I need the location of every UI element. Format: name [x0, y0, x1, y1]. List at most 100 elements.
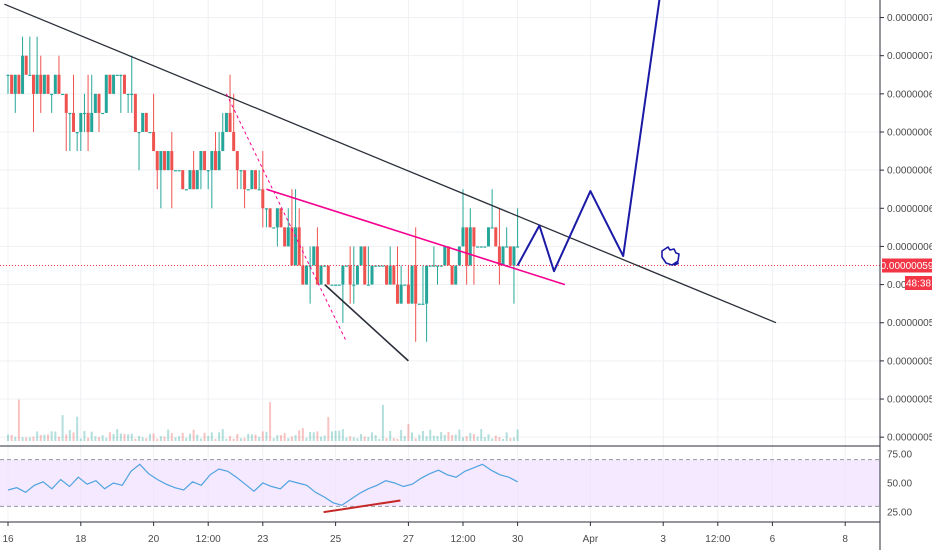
volume-bar: [396, 438, 399, 441]
candle-body: [119, 74, 123, 76]
volume-bar: [429, 429, 432, 441]
volume-bar: [189, 433, 191, 441]
candle-body: [443, 246, 447, 266]
candle-body: [465, 227, 469, 266]
candle-body: [436, 265, 440, 267]
candle-body: [312, 246, 316, 266]
volume-bar: [163, 436, 166, 441]
volume-bar: [374, 435, 377, 441]
volume-bar: [349, 436, 352, 441]
volume-bar: [378, 438, 381, 441]
volume-bar: [469, 432, 472, 441]
candle-body: [203, 151, 207, 171]
time-tick-label: Apr: [583, 534, 599, 545]
candle-body: [461, 227, 465, 247]
rsi-divergence-line[interactable]: [323, 499, 401, 514]
candle-body: [326, 265, 330, 285]
rsi-band: [0, 459, 880, 507]
rsi-axis[interactable]: 75.00 50.00 25.00: [887, 449, 912, 518]
candle-body: [323, 265, 327, 267]
volume-bar: [472, 434, 475, 441]
candle-body: [72, 112, 76, 132]
candle-body: [272, 227, 276, 229]
candle-body: [181, 170, 185, 190]
volume-bar: [272, 438, 275, 441]
volume-bar: [476, 436, 479, 441]
pink-channel-line[interactable]: [266, 188, 566, 286]
candle-body: [24, 55, 28, 75]
volume-bar: [134, 438, 137, 441]
candle-body: [64, 93, 68, 113]
volume-bar: [207, 435, 210, 441]
candle-body: [17, 74, 21, 94]
candle-body: [144, 112, 148, 132]
volume-bar: [505, 432, 508, 441]
candle-body: [388, 265, 392, 285]
volume-bar: [159, 436, 162, 441]
candle-body: [31, 74, 35, 94]
candle-body: [243, 170, 247, 190]
rsi-line: [7, 463, 518, 506]
chart-drawings[interactable]: [0, 0, 880, 362]
volume-bar: [148, 433, 151, 441]
candle-body: [141, 112, 145, 132]
volume-bar: [167, 429, 170, 441]
volume-bar: [7, 434, 9, 441]
volume-bar: [229, 436, 232, 441]
pink-dashed-line[interactable]: [225, 93, 347, 343]
candle-body: [414, 265, 418, 304]
time-tick-label: 27: [403, 534, 415, 545]
volume-bar: [54, 431, 57, 441]
candle-body: [112, 74, 116, 94]
time-tick-label: 12:00: [705, 534, 730, 545]
price-tick-label: 0.00000056: [887, 318, 932, 329]
volume-bar: [250, 434, 253, 441]
descending-trendline[interactable]: [4, 3, 777, 324]
rsi-tick-label: 25.00: [887, 508, 912, 519]
candle-body: [403, 284, 407, 286]
candle-body: [199, 151, 203, 171]
candle-body: [170, 151, 174, 171]
candle-body: [490, 227, 494, 229]
candle-body: [108, 74, 112, 94]
volume-bar: [356, 438, 359, 441]
candle-body: [399, 284, 403, 304]
candle-body: [348, 265, 352, 285]
candle-body: [297, 227, 301, 266]
candle-body: [508, 246, 512, 266]
time-axis[interactable]: 16 18 20 12:00 23 25 27 12:00 30 Apr 3 12:00 6 8: [0, 521, 880, 545]
candle-body: [53, 74, 57, 94]
volume-bar: [218, 432, 221, 441]
volume-bar: [185, 437, 188, 441]
projection-path[interactable]: [516, 0, 661, 273]
volume-bar: [170, 433, 173, 441]
candle-body: [476, 246, 480, 248]
candle-body: [294, 227, 298, 266]
volume-bar: [276, 435, 279, 441]
candle-body: [90, 112, 94, 132]
candle-body: [512, 246, 516, 266]
candle-body: [366, 284, 370, 286]
price-grid: [0, 0, 880, 522]
volume-bar: [61, 415, 64, 441]
candle-body: [137, 131, 141, 134]
wedge-lower-line[interactable]: [324, 284, 409, 362]
candle-body: [497, 246, 501, 266]
volume-bar: [94, 436, 97, 441]
candle-body: [315, 246, 319, 285]
volume-bar: [352, 437, 355, 441]
volume-bar: [320, 436, 323, 441]
candle-body: [279, 208, 283, 228]
time-tick-label: 25: [330, 534, 342, 545]
price-tick-label: 0.00000052: [887, 395, 932, 406]
volume-bar: [32, 436, 35, 441]
volume-bar: [130, 433, 133, 441]
candle-body: [395, 284, 399, 304]
candle-body: [97, 93, 101, 113]
volume-bar: [145, 438, 148, 441]
